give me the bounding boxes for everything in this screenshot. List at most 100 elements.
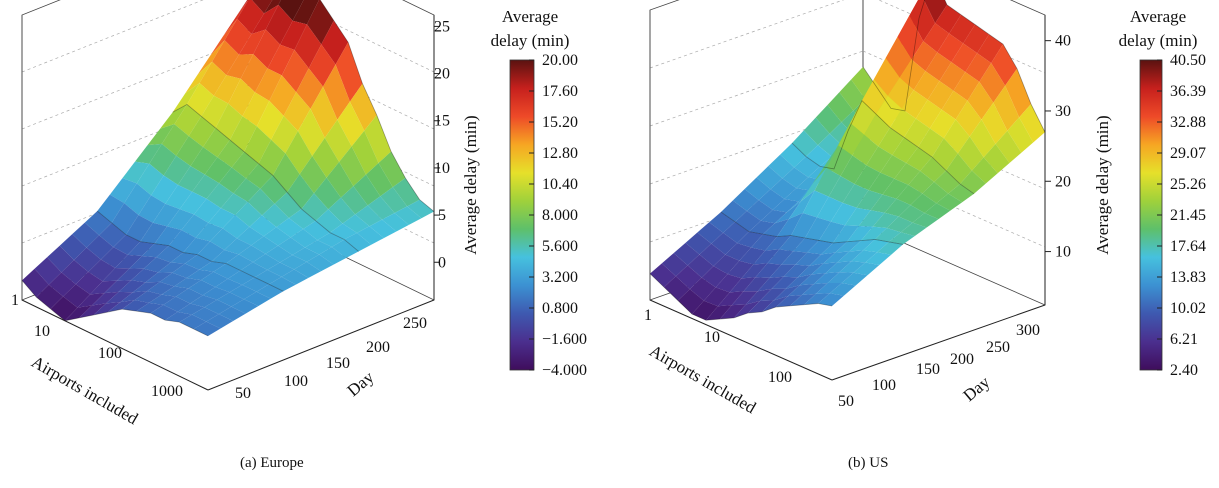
- us-surface-patch: [711, 232, 738, 255]
- us-surface-patch: [801, 282, 828, 296]
- us-surface-patch: [935, 4, 961, 34]
- us-surface-patch: [844, 207, 871, 227]
- europe-surface-patch: [245, 163, 273, 189]
- us-surface-patch: [829, 283, 856, 296]
- europe-surface-patch: [228, 78, 256, 117]
- europe-surface-patch: [213, 263, 241, 279]
- europe-surface-patch: [22, 268, 49, 298]
- us-surface-patch: [784, 188, 811, 202]
- europe-surface-patch: [193, 321, 221, 336]
- us-surface-patch: [894, 162, 921, 185]
- europe-surface-patch: [217, 292, 244, 307]
- us-surface-patch: [949, 14, 975, 44]
- us-surface-patch: [868, 172, 895, 195]
- europe-surface-patch: [210, 18, 238, 56]
- us-surface-patch: [911, 41, 938, 72]
- europe-surface-patch: [47, 245, 74, 273]
- europe-surface-patch: [176, 136, 204, 166]
- europe-series-line: [97, 210, 284, 292]
- europe-surface-patch: [201, 95, 229, 129]
- us-surface-patch: [664, 276, 690, 301]
- europe-surface-patch: [367, 196, 395, 220]
- europe-surface-patch: [199, 261, 227, 272]
- us-surface-patch: [840, 155, 867, 185]
- us-surface-patch: [842, 184, 869, 208]
- us-surface-patch: [751, 234, 777, 251]
- europe-surface-patch: [204, 299, 232, 315]
- europe-surface-patch: [204, 157, 232, 184]
- europe-surface-patch: [215, 103, 243, 140]
- us-surface-patch: [759, 288, 786, 301]
- europe-surface-patch: [208, 208, 236, 229]
- europe-surface-patch: [252, 253, 280, 270]
- us-surface-patch: [900, 222, 927, 236]
- us-surface-patch: [781, 251, 808, 265]
- europe-colorbar-label: 20.00: [542, 52, 578, 69]
- europe-series-line: [172, 103, 359, 252]
- us-surface-patch: [923, 0, 947, 24]
- us-surface-patch: [924, 203, 951, 220]
- us-colorbar-label: 13.83: [1170, 269, 1206, 286]
- europe-surface-patch: [303, 220, 331, 241]
- europe-surface-patch: [168, 230, 196, 253]
- europe-surface-patch: [34, 257, 62, 285]
- us-surface-patch: [946, 153, 972, 184]
- europe-day-tick-label: 100: [284, 373, 308, 390]
- us-surface-patch: [689, 277, 716, 301]
- us-surface-patch: [861, 226, 887, 241]
- us-surface-patch: [735, 210, 761, 232]
- us-colorbar-title: delay (min): [1119, 31, 1198, 50]
- europe-surface-patch: [294, 24, 322, 69]
- us-surface-patch: [809, 252, 836, 266]
- europe-surface-patch: [127, 241, 155, 257]
- europe-surface-patch: [75, 271, 103, 295]
- us-surface-patch: [818, 293, 844, 307]
- europe-surface-patch: [143, 257, 171, 273]
- us-z-tick-label: 40: [1055, 33, 1071, 50]
- europe-surface-patch: [165, 311, 192, 323]
- us-colorbar-label: 32.88: [1170, 114, 1206, 131]
- europe-surface-patch: [292, 247, 320, 262]
- europe-surface-patch: [229, 284, 257, 300]
- us-surface-patch: [826, 145, 853, 177]
- us-surface-patch: [941, 90, 968, 120]
- us-surface-patch: [823, 251, 850, 264]
- europe-surface-patch: [188, 116, 216, 148]
- europe-surface-patch: [271, 115, 298, 154]
- us-surface-patch: [819, 221, 845, 243]
- us-surface-patch: [739, 247, 766, 265]
- us-surface-patch: [741, 263, 768, 279]
- us-surface-patch: [963, 24, 989, 54]
- europe-surface-patch: [167, 209, 194, 231]
- europe-series-line: [21, 280, 209, 337]
- us-colorbar-label: 21.45: [1170, 207, 1206, 224]
- us-surface-patch: [847, 226, 873, 242]
- europe-surface: [22, 0, 434, 336]
- europe-grid-line: [21, 38, 249, 130]
- europe-grid-line: [284, 0, 435, 73]
- us-surface-patch: [814, 168, 841, 197]
- europe-surface-patch: [231, 151, 259, 179]
- europe-surface-patch: [215, 278, 243, 293]
- europe-surface-patch: [160, 104, 187, 129]
- us-day-axis: [831, 304, 1046, 381]
- europe-surface-patch: [113, 234, 141, 255]
- europe-surface-patch: [135, 143, 162, 164]
- europe-surface-patch: [190, 295, 218, 308]
- europe-surface-patch: [222, 215, 250, 239]
- europe-surface-patch: [279, 254, 307, 270]
- us-surface-patch: [783, 264, 810, 278]
- us-surface-patch: [889, 232, 915, 245]
- us-surface-patch: [943, 119, 970, 154]
- europe-surface-patch: [158, 262, 185, 273]
- europe-surface-patch: [260, 175, 288, 204]
- europe-surface-patch: [351, 130, 379, 175]
- europe-surface-patch: [183, 237, 211, 255]
- europe-z-tick-label: 20: [434, 66, 450, 83]
- us-surface-patch: [806, 145, 832, 167]
- europe-surface-patch: [258, 139, 286, 176]
- us-surface-patch: [908, 170, 935, 194]
- europe-surface-patch: [251, 236, 279, 254]
- europe-surface-patch: [188, 280, 216, 296]
- europe-surface-patch: [150, 304, 178, 321]
